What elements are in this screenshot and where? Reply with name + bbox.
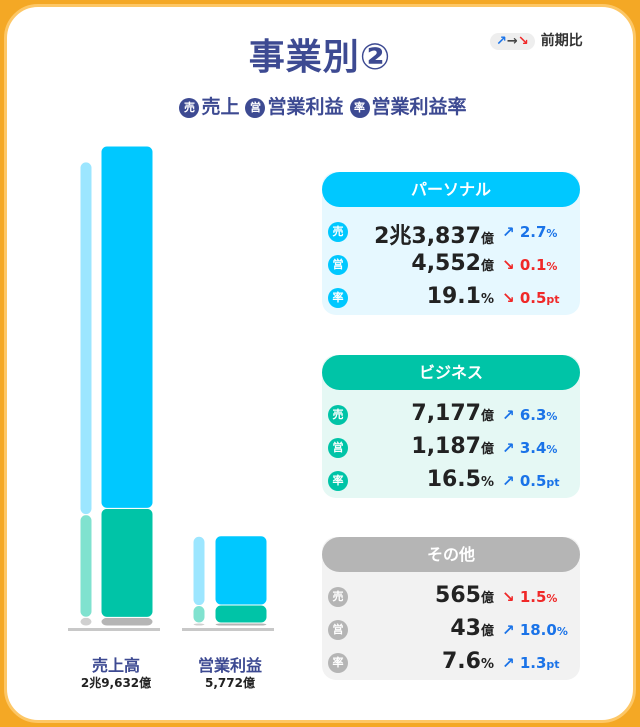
arrow-up-icon: ↗ [502, 439, 515, 457]
metric-row: 率 7.6% ↗ 1.3pt [322, 647, 580, 679]
metric-row: 営 1,187億 ↗ 3.4% [322, 432, 580, 464]
metric-value: 2兆3,837億 [374, 224, 494, 249]
prev-bar-segment [192, 535, 206, 607]
x-label-sales: 売上高 [91, 656, 140, 675]
badge-icon: 率 [328, 288, 348, 308]
arrow-right-icon: → [506, 34, 518, 49]
badge-icon: 率 [328, 471, 348, 491]
badge-icon: 営 [328, 620, 348, 640]
change-value: ↗ 1.3pt [502, 654, 560, 672]
arrow-up-icon: ↗ [502, 406, 515, 424]
prev-bar-segment [79, 514, 93, 618]
arrow-down-icon: ↘ [502, 256, 515, 274]
badge-icon: 率 [328, 653, 348, 673]
arrow-down-icon: ↘ [502, 289, 515, 307]
metric-row: 営 43億 ↗ 18.0% [322, 614, 580, 646]
legend-label: 売上 [201, 96, 240, 118]
metric-value: 19.1% [426, 284, 494, 309]
total-profit: 5,772億 [205, 676, 255, 690]
change-value: ↘ 1.5% [502, 588, 558, 606]
baseline [182, 628, 274, 631]
x-label-profit: 営業利益 [197, 656, 262, 675]
prev-bar-segment [79, 616, 93, 627]
change-value: ↗ 6.3% [502, 406, 558, 424]
metric-value: 7.6% [441, 649, 494, 674]
segment-header: ビジネス [322, 355, 580, 390]
metric-value: 43億 [450, 616, 494, 641]
legend-label: 営業利益 [267, 96, 344, 118]
badge-icon: 営 [328, 255, 348, 275]
bar-segment-0 [214, 535, 268, 606]
metric-value: 1,187億 [411, 434, 494, 459]
change-value: ↘ 0.5pt [502, 289, 560, 307]
segment-panel: その他 売 565億 ↘ 1.5% 営 43億 ↗ 18.0% 率 7.6% ↗… [322, 537, 580, 680]
bar-segment-2 [100, 616, 154, 627]
metric-value: 565億 [435, 583, 494, 608]
bar-segment-1 [100, 507, 154, 618]
badge-icon: 売 [328, 222, 348, 242]
metric-legend: 売売上営営業利益率営業利益率 [0, 92, 640, 119]
arrow-up-icon: ↗ [502, 654, 515, 672]
metric-row: 営 4,552億 ↘ 0.1% [322, 249, 580, 281]
compare-label: 前期比 [540, 33, 583, 49]
badge-icon: 営 [245, 98, 266, 118]
arrow-up-icon: ↗ [502, 472, 515, 490]
change-value: ↘ 0.1% [502, 256, 558, 274]
metric-value: 16.5% [426, 467, 494, 492]
badge-icon: 売 [328, 405, 348, 425]
badge-icon: 売 [328, 587, 348, 607]
metric-row: 率 19.1% ↘ 0.5pt [322, 282, 580, 314]
arrow-up-icon: ↗ [502, 223, 515, 241]
prev-bar-segment [79, 161, 93, 516]
arrow-up-icon: ↗ [496, 34, 507, 49]
arrow-down-icon: ↘ [502, 588, 515, 606]
page-title: 事業別② [248, 37, 392, 78]
segment-header: パーソナル [322, 172, 580, 207]
metric-value: 4,552億 [411, 251, 494, 276]
prev-bar-segment [192, 605, 206, 624]
bar-segment-0 [100, 145, 154, 509]
change-value: ↗ 2.7% [502, 223, 558, 241]
change-value: ↗ 0.5pt [502, 472, 560, 490]
metric-row: 売 7,177億 ↗ 6.3% [322, 399, 580, 431]
segment-panel: ビジネス 売 7,177億 ↗ 6.3% 営 1,187億 ↗ 3.4% 率 1… [322, 355, 580, 498]
total-sales: 2兆9,632億 [80, 676, 152, 690]
badge-icon: 営 [328, 438, 348, 458]
segment-panel: パーソナル 売 2兆3,837億 ↗ 2.7% 営 4,552億 ↘ 0.1% … [322, 172, 580, 315]
change-value: ↗ 3.4% [502, 439, 558, 457]
legend-label: 営業利益率 [371, 96, 467, 118]
metric-value: 7,177億 [411, 401, 494, 426]
arrow-up-icon: ↗ [502, 621, 515, 639]
metric-row: 売 565億 ↘ 1.5% [322, 581, 580, 613]
arrow-down-icon: ↘ [517, 34, 529, 49]
metric-row: 売 2兆3,837億 ↗ 2.7% [322, 216, 580, 249]
baseline [68, 628, 160, 631]
badge-icon: 売 [179, 98, 200, 118]
change-value: ↗ 18.0% [502, 621, 568, 639]
segment-header: その他 [322, 537, 580, 572]
metric-row: 率 16.5% ↗ 0.5pt [322, 465, 580, 497]
comparison-legend: ↗→↘ 前期比 [490, 30, 583, 50]
bar-segment-1 [214, 604, 268, 624]
badge-icon: 率 [349, 98, 370, 118]
